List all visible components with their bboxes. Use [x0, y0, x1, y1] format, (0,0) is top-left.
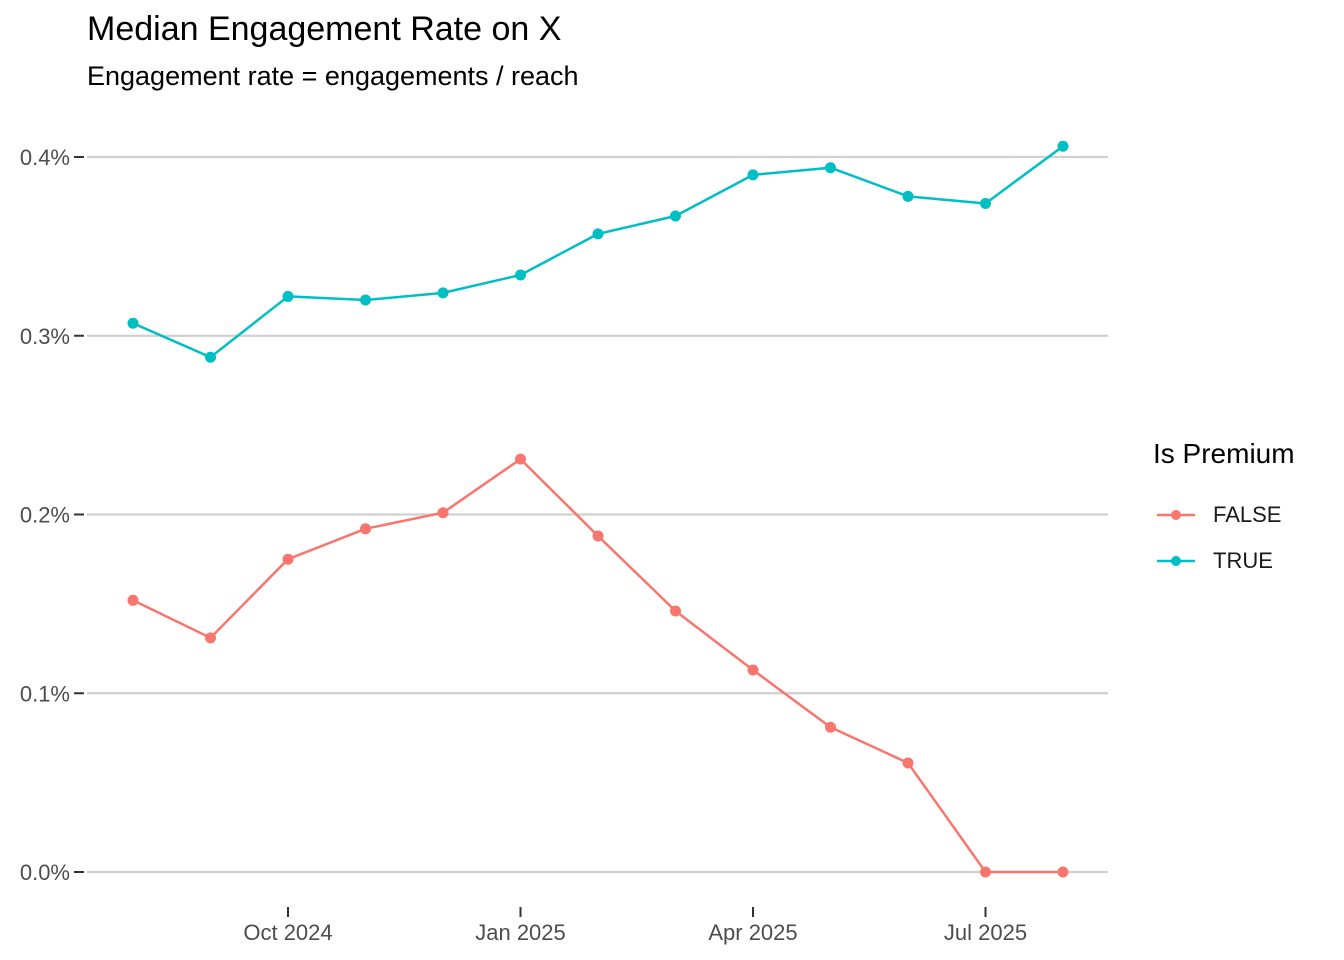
x-tick-label: Jul 2025 — [944, 920, 1027, 945]
legend-title: Is Premium — [1153, 438, 1295, 469]
series-line-false — [132, 457, 1063, 874]
series-line-true — [132, 145, 1064, 359]
x-tick-label: Apr 2025 — [708, 920, 797, 945]
legend-key-false — [1153, 500, 1197, 530]
legend: Is Premium FALSE TRUE — [1153, 438, 1295, 584]
data-point-true — [980, 197, 991, 209]
legend-label-false: FALSE — [1213, 502, 1282, 527]
y-tick-label: 0.0% — [20, 860, 70, 885]
data-point-true — [360, 294, 371, 306]
axis-labels: 0.0% 0.1% 0.2% 0.3% 0.4% Oct 2024 Jan 2025 Apr … — [20, 145, 1027, 945]
gridlines — [87, 155, 1108, 874]
legend-item-false: FALSE — [1153, 492, 1295, 538]
data-point-false — [205, 632, 216, 644]
legend-item-true: TRUE — [1153, 538, 1295, 584]
chart-title: Median Engagement Rate on X — [87, 10, 562, 48]
data-point-false — [902, 757, 914, 769]
legend-key-true — [1153, 546, 1197, 576]
data-point-false — [670, 605, 681, 617]
series-lines — [127, 140, 1069, 878]
data-point-true — [825, 162, 836, 174]
data-point-true — [437, 287, 449, 299]
data-point-false — [980, 866, 991, 878]
data-point-true — [670, 210, 681, 222]
data-point-true — [1057, 140, 1069, 152]
y-tick-label: 0.4% — [20, 145, 70, 170]
chart-subtitle: Engagement rate = engagements / reach — [87, 61, 579, 91]
data-point-true — [747, 169, 759, 181]
data-point-true — [592, 228, 604, 240]
y-tick-label: 0.1% — [20, 681, 70, 706]
data-point-false — [825, 721, 836, 733]
data-point-false — [1057, 866, 1069, 878]
data-point-false — [437, 507, 449, 519]
data-point-false — [515, 453, 526, 465]
data-point-true — [282, 290, 294, 302]
y-tick-label: 0.3% — [20, 324, 70, 349]
line-chart: 0.0% 0.1% 0.2% 0.3% 0.4% Oct 2024 Jan 2025 Apr … — [20, 140, 1108, 945]
data-point-false — [747, 664, 759, 676]
data-point-false — [360, 523, 371, 535]
y-tick-label: 0.2% — [20, 503, 70, 528]
data-point-false — [127, 594, 139, 606]
data-point-true — [902, 190, 914, 202]
x-tick-label: Oct 2024 — [243, 920, 332, 945]
data-point-true — [205, 351, 216, 363]
x-tick-label: Jan 2025 — [475, 920, 566, 945]
data-point-false — [282, 553, 294, 565]
data-point-false — [592, 530, 604, 542]
data-point-true — [515, 269, 526, 281]
legend-label-true: TRUE — [1213, 548, 1273, 573]
data-point-true — [127, 317, 139, 329]
